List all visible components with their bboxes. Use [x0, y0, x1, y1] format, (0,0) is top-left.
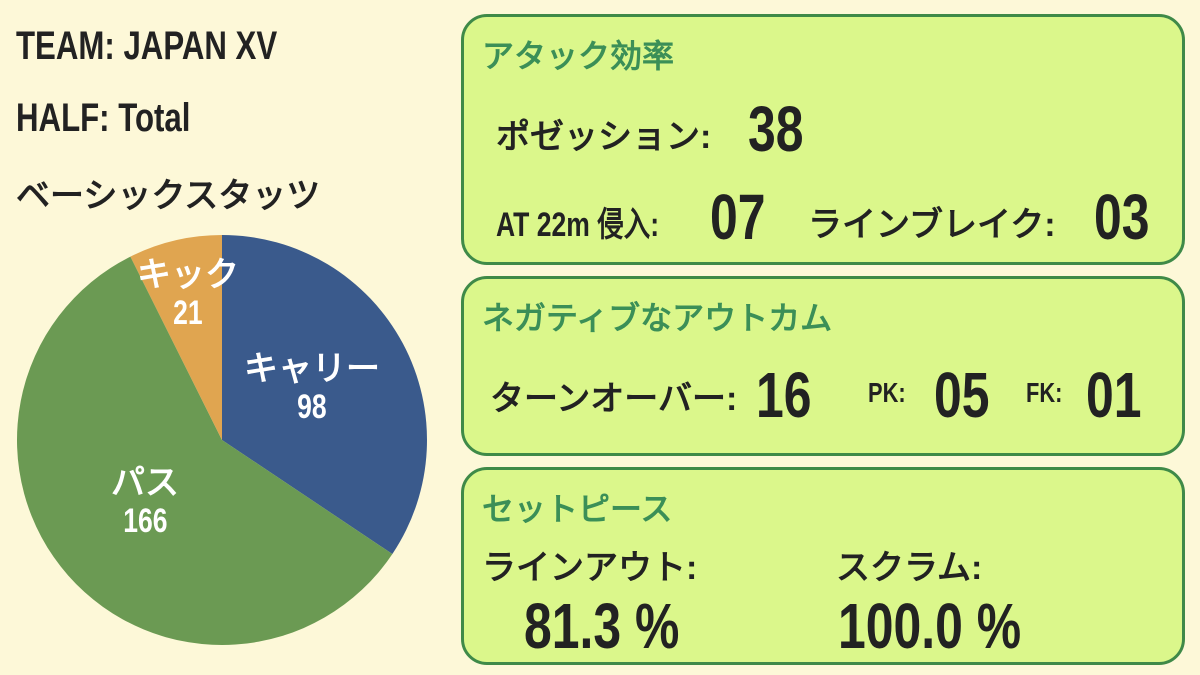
pie-label-pass: パス 166	[111, 464, 179, 540]
possession-value: 38	[748, 93, 804, 165]
negative-outcomes-panel: ネガティブなアウトカム ターンオーバー: 16 PK: 05 FK: 01	[461, 276, 1185, 456]
lineout-value: 81.3 %	[524, 590, 680, 662]
fk-value: 01	[1086, 359, 1142, 431]
pie-slice-0	[222, 235, 427, 555]
pie-svg	[16, 235, 427, 645]
basic-stats-pie-chart: キャリー 98 パス 166 キック 21	[0, 220, 450, 675]
team-title: TEAM: JAPAN XV	[16, 24, 278, 68]
at22m-entries-label: AT 22m 侵入:	[496, 206, 660, 244]
fk-label: FK:	[1026, 377, 1063, 408]
scrum-label: スクラム:	[836, 549, 983, 587]
set-piece-panel: セットピース ラインアウト: 81.3 % スクラム: 100.0 %	[461, 467, 1185, 665]
negative-outcomes-title: ネガティブなアウトカム	[482, 300, 833, 336]
linebreak-label: ラインブレイク:	[808, 206, 1056, 244]
set-piece-title: セットピース	[482, 491, 673, 527]
turnover-label: ターンオーバー:	[490, 380, 738, 418]
pie-slice-1	[16, 256, 393, 645]
attack-efficiency-title: アタック効率	[482, 38, 675, 74]
pie-label-kick: キック 21	[137, 256, 239, 332]
scrum-value: 100.0 %	[838, 590, 1022, 662]
pie-slice-2	[130, 235, 222, 440]
attack-efficiency-panel: アタック効率 ポゼッション: 38 AT 22m 侵入: 07 ラインブレイク:…	[461, 14, 1185, 265]
pk-value: 05	[934, 359, 990, 431]
turnover-value: 16	[756, 359, 812, 431]
possession-label: ポゼッション:	[496, 118, 712, 156]
linebreak-value: 03	[1094, 181, 1150, 253]
lineout-label: ラインアウト:	[482, 549, 698, 587]
pie-label-carry: キャリー 98	[244, 350, 380, 426]
pk-label: PK:	[868, 377, 906, 408]
half-title: HALF: Total	[16, 96, 191, 140]
at22m-entries-value: 07	[710, 181, 766, 253]
section-title-basic-stats: ベーシックスタッツ	[16, 177, 321, 215]
